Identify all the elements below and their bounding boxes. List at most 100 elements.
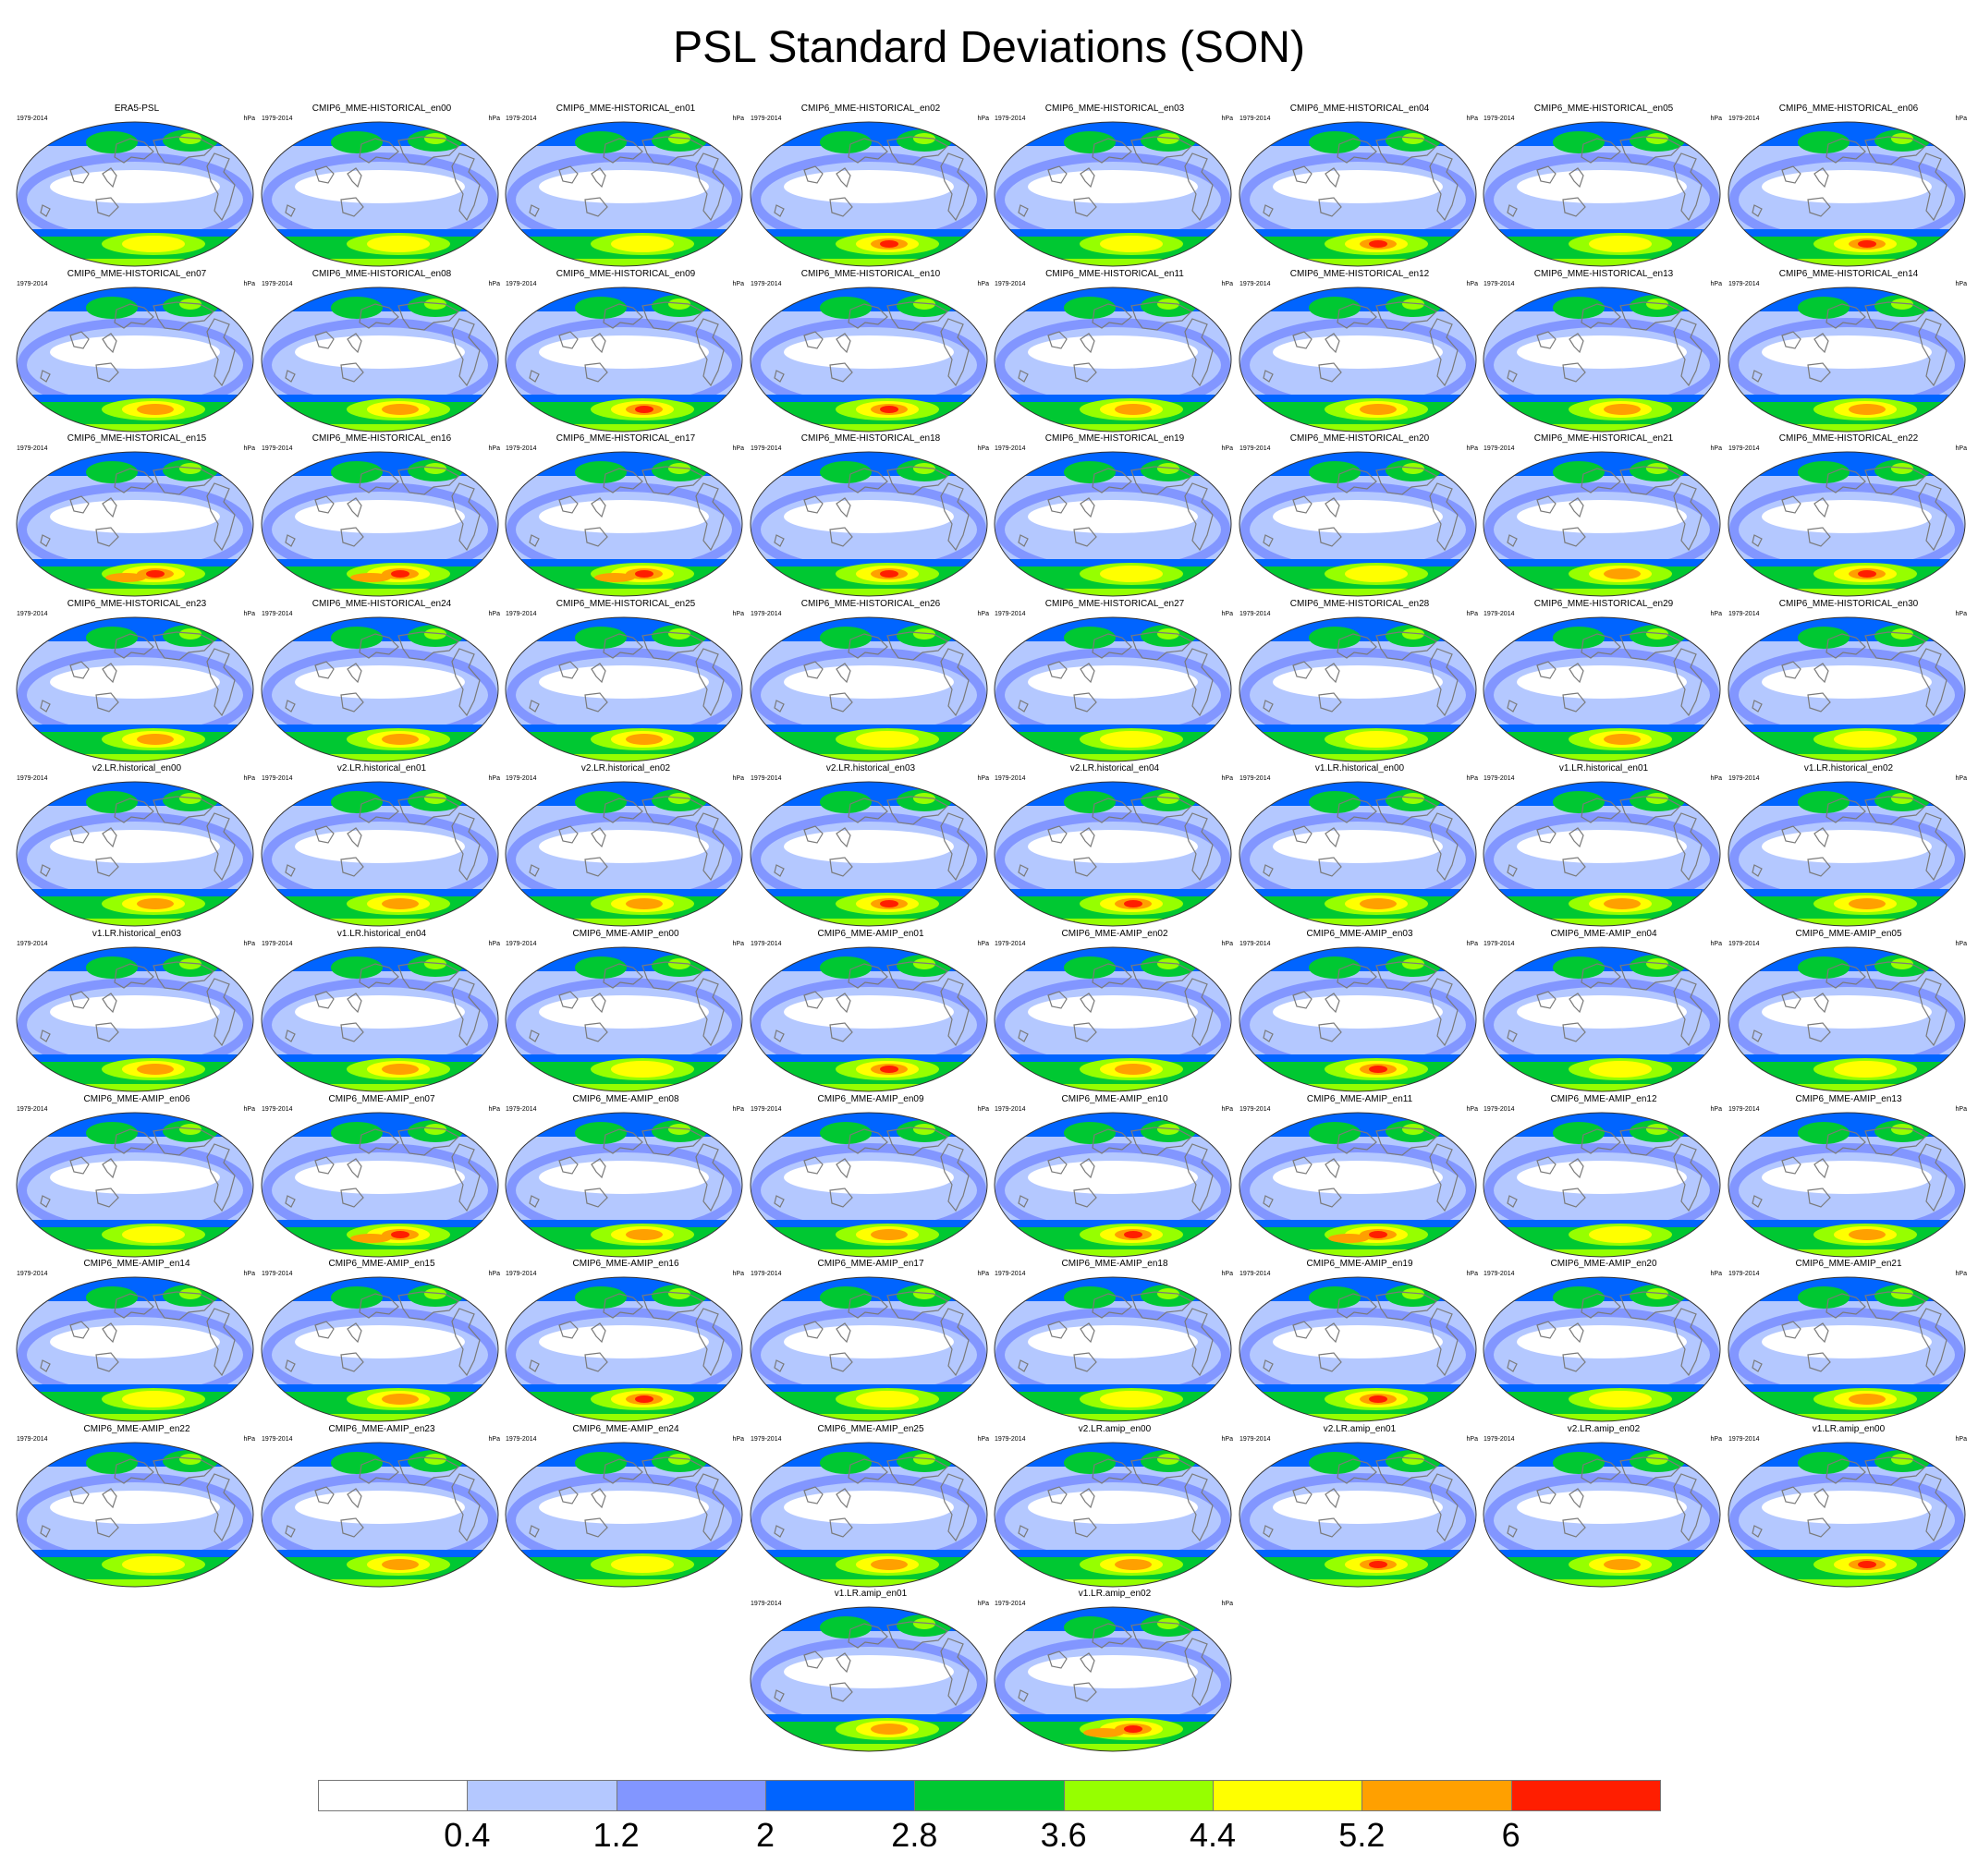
panel-title: CMIP6_MME-AMIP_en02 xyxy=(1061,929,1168,939)
psl-stddev-map xyxy=(994,1442,1232,1588)
psl-stddev-map xyxy=(994,1276,1232,1422)
panel-title: v1.LR.amip_en00 xyxy=(1812,1424,1886,1434)
panel-unit: hPa xyxy=(243,611,255,617)
robinson-map xyxy=(993,1111,1237,1259)
panel-title: v2.LR.amip_en00 xyxy=(1078,1424,1152,1434)
psl-stddev-map xyxy=(261,946,499,1092)
psl-stddev-map xyxy=(16,286,254,432)
panel-period: 1979-2014 xyxy=(1728,1436,1760,1443)
psl-stddev-map xyxy=(1483,616,1721,762)
panel-title: CMIP6_MME-AMIP_en13 xyxy=(1795,1094,1902,1104)
panel-period: 1979-2014 xyxy=(995,281,1026,287)
panel-unit: hPa xyxy=(1466,445,1478,452)
panel-title: CMIP6_MME-HISTORICAL_en03 xyxy=(1044,104,1185,114)
panel-period: 1979-2014 xyxy=(995,941,1026,947)
panel-title: CMIP6_MME-HISTORICAL_en07 xyxy=(67,269,207,279)
map-panel: v1.LR.historical_en02 1979-2014 hPa xyxy=(1727,763,1971,928)
panel-title: CMIP6_MME-AMIP_en24 xyxy=(572,1424,679,1434)
panel-title: CMIP6_MME-AMIP_en04 xyxy=(1550,929,1657,939)
psl-stddev-map xyxy=(1728,616,1966,762)
psl-stddev-map xyxy=(1239,1442,1477,1588)
robinson-map xyxy=(1727,450,1971,598)
panel-period: 1979-2014 xyxy=(262,611,293,617)
panel-unit: hPa xyxy=(1221,1271,1233,1277)
map-panel: CMIP6_MME-AMIP_en05 1979-2014 hPa xyxy=(1727,929,1971,1093)
robinson-map xyxy=(260,286,504,433)
panel-period: 1979-2014 xyxy=(1239,1271,1271,1277)
robinson-map xyxy=(993,1605,1237,1753)
panel-unit: hPa xyxy=(1221,775,1233,782)
psl-stddev-map xyxy=(261,286,499,432)
robinson-map xyxy=(1238,615,1482,763)
robinson-map xyxy=(260,780,504,928)
robinson-map xyxy=(260,615,504,763)
panel-period: 1979-2014 xyxy=(506,1271,537,1277)
psl-stddev-map xyxy=(994,616,1232,762)
panel-period: 1979-2014 xyxy=(1484,941,1515,947)
psl-stddev-map xyxy=(505,286,743,432)
panel-period: 1979-2014 xyxy=(1728,116,1760,122)
panel-period: 1979-2014 xyxy=(262,1436,293,1443)
panel-unit: hPa xyxy=(488,1436,500,1443)
psl-stddev-map xyxy=(1728,781,1966,927)
robinson-map xyxy=(1727,1441,1971,1589)
panel-title: CMIP6_MME-HISTORICAL_en09 xyxy=(556,269,696,279)
psl-stddev-map xyxy=(750,451,988,597)
panel-unit: hPa xyxy=(1955,941,1967,947)
panel-unit: hPa xyxy=(732,281,744,287)
robinson-map xyxy=(1482,1275,1726,1423)
panel-title: CMIP6_MME-HISTORICAL_en22 xyxy=(1778,433,1919,444)
panel-period: 1979-2014 xyxy=(506,611,537,617)
psl-stddev-map xyxy=(505,616,743,762)
psl-stddev-map xyxy=(750,781,988,927)
psl-stddev-map xyxy=(16,946,254,1092)
panel-unit: hPa xyxy=(732,775,744,782)
panel-unit: hPa xyxy=(1710,941,1722,947)
map-panel: CMIP6_MME-AMIP_en17 1979-2014 hPa xyxy=(749,1259,993,1423)
panel-period: 1979-2014 xyxy=(17,445,48,452)
psl-stddev-map xyxy=(505,1442,743,1588)
panel-unit: hPa xyxy=(1955,1271,1967,1277)
robinson-map xyxy=(1727,286,1971,433)
panel-title: CMIP6_MME-HISTORICAL_en11 xyxy=(1045,269,1184,279)
robinson-map xyxy=(504,1441,748,1589)
robinson-map xyxy=(749,1111,993,1259)
panel-unit: hPa xyxy=(1710,775,1722,782)
robinson-map xyxy=(260,1275,504,1423)
map-panel: v2.LR.historical_en00 1979-2014 hPa xyxy=(15,763,259,928)
panel-title: CMIP6_MME-AMIP_en18 xyxy=(1061,1259,1168,1269)
panel-unit: hPa xyxy=(977,1436,989,1443)
robinson-map xyxy=(260,450,504,598)
robinson-map xyxy=(1727,615,1971,763)
map-panel: CMIP6_MME-HISTORICAL_en22 1979-2014 hPa xyxy=(1727,433,1971,598)
panel-title: CMIP6_MME-AMIP_en23 xyxy=(328,1424,435,1434)
map-panel: CMIP6_MME-HISTORICAL_en03 1979-2014 hPa xyxy=(993,104,1237,268)
psl-stddev-map xyxy=(750,1112,988,1258)
panel-title: v2.LR.amip_en02 xyxy=(1567,1424,1641,1434)
robinson-map xyxy=(504,120,748,268)
panel-period: 1979-2014 xyxy=(1239,611,1271,617)
map-panel: CMIP6_MME-AMIP_en15 1979-2014 hPa xyxy=(260,1259,504,1423)
panel-unit: hPa xyxy=(732,445,744,452)
robinson-map xyxy=(15,1441,259,1589)
panel-title: v1.LR.historical_en01 xyxy=(1558,763,1649,774)
panel-period: 1979-2014 xyxy=(1239,281,1271,287)
panel-period: 1979-2014 xyxy=(1484,611,1515,617)
psl-stddev-map xyxy=(16,616,254,762)
map-panel: CMIP6_MME-HISTORICAL_en05 1979-2014 hPa xyxy=(1482,104,1726,268)
panel-period: 1979-2014 xyxy=(506,281,537,287)
panel-period: 1979-2014 xyxy=(1239,116,1271,122)
map-panel: CMIP6_MME-HISTORICAL_en29 1979-2014 hPa xyxy=(1482,599,1726,763)
map-panel: CMIP6_MME-HISTORICAL_en15 1979-2014 hPa xyxy=(15,433,259,598)
map-panel: v2.LR.historical_en03 1979-2014 hPa xyxy=(749,763,993,928)
map-panel: v2.LR.historical_en02 1979-2014 hPa xyxy=(504,763,748,928)
panel-period: 1979-2014 xyxy=(17,941,48,947)
map-panel: CMIP6_MME-HISTORICAL_en02 1979-2014 hPa xyxy=(749,104,993,268)
panel-title: CMIP6_MME-HISTORICAL_en05 xyxy=(1533,104,1674,114)
map-panel: CMIP6_MME-AMIP_en24 1979-2014 hPa xyxy=(504,1424,748,1589)
panel-unit: hPa xyxy=(1221,281,1233,287)
panel-title: CMIP6_MME-AMIP_en17 xyxy=(817,1259,924,1269)
colorbar-tick-label: 0.4 xyxy=(444,1816,491,1854)
psl-stddev-map xyxy=(1483,121,1721,267)
map-panel: CMIP6_MME-AMIP_en01 1979-2014 hPa xyxy=(749,929,993,1093)
